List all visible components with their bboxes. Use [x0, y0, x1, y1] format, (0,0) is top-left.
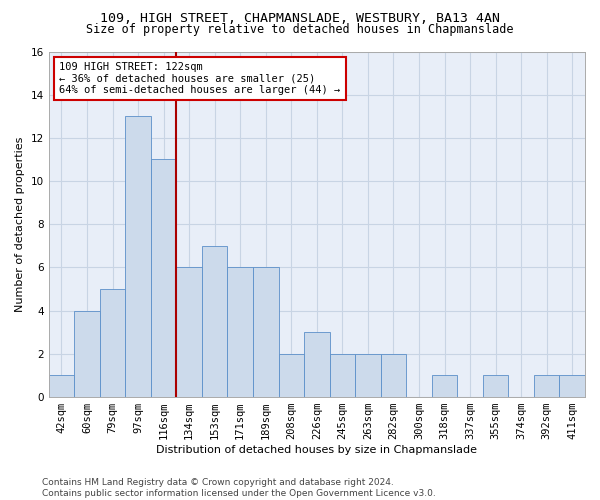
Bar: [100, 289, 125, 397]
Bar: [74, 310, 100, 397]
Text: Contains HM Land Registry data © Crown copyright and database right 2024.
Contai: Contains HM Land Registry data © Crown c…: [42, 478, 436, 498]
Bar: [253, 268, 278, 397]
Text: 109, HIGH STREET, CHAPMANSLADE, WESTBURY, BA13 4AN: 109, HIGH STREET, CHAPMANSLADE, WESTBURY…: [100, 12, 500, 26]
Text: 109 HIGH STREET: 122sqm
← 36% of detached houses are smaller (25)
64% of semi-de: 109 HIGH STREET: 122sqm ← 36% of detache…: [59, 62, 341, 95]
Bar: [355, 354, 380, 397]
X-axis label: Distribution of detached houses by size in Chapmanslade: Distribution of detached houses by size …: [157, 445, 478, 455]
Bar: [483, 376, 508, 397]
Bar: [202, 246, 227, 397]
Bar: [329, 354, 355, 397]
Bar: [278, 354, 304, 397]
Bar: [534, 376, 559, 397]
Bar: [559, 376, 585, 397]
Bar: [176, 268, 202, 397]
Bar: [125, 116, 151, 397]
Bar: [380, 354, 406, 397]
Bar: [227, 268, 253, 397]
Bar: [49, 376, 74, 397]
Text: Size of property relative to detached houses in Chapmanslade: Size of property relative to detached ho…: [86, 22, 514, 36]
Y-axis label: Number of detached properties: Number of detached properties: [15, 136, 25, 312]
Bar: [151, 160, 176, 397]
Bar: [304, 332, 329, 397]
Bar: [432, 376, 457, 397]
